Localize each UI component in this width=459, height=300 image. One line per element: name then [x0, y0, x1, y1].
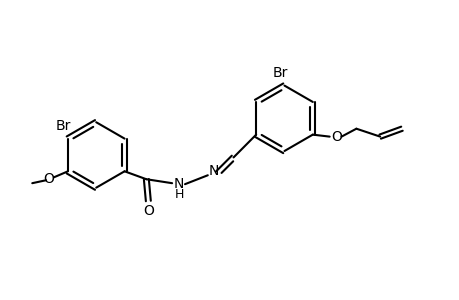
Text: N: N — [174, 177, 184, 191]
Text: O: O — [330, 130, 341, 144]
Text: Br: Br — [55, 119, 71, 133]
Text: O: O — [44, 172, 55, 186]
Text: H: H — [174, 188, 183, 201]
Text: Br: Br — [272, 66, 288, 80]
Text: O: O — [143, 204, 153, 218]
Text: N: N — [208, 164, 218, 178]
